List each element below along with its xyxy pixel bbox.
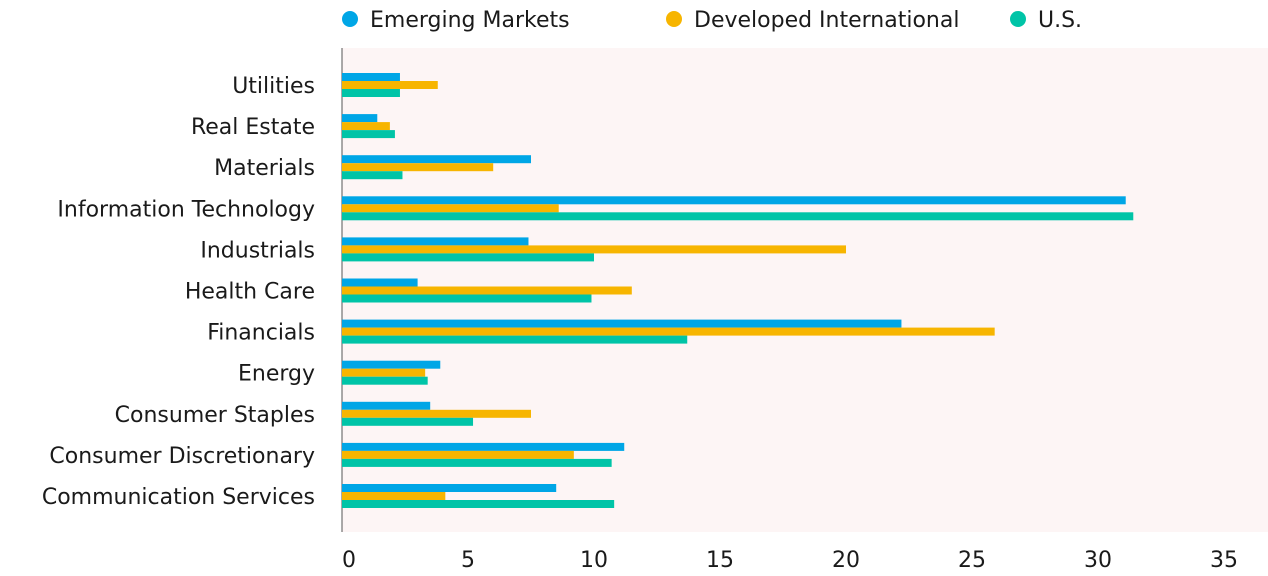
bar-u-s- bbox=[342, 376, 428, 385]
x-tick-label: 35 bbox=[1210, 548, 1238, 573]
category-label: Health Care bbox=[185, 280, 315, 305]
x-tick-label: 20 bbox=[832, 548, 860, 573]
bar-u-s- bbox=[342, 253, 594, 262]
bar-emerging-markets bbox=[342, 278, 418, 287]
legend-marker bbox=[666, 11, 682, 27]
bar-u-s- bbox=[342, 294, 592, 303]
bar-emerging-markets bbox=[342, 196, 1126, 205]
bar-u-s- bbox=[342, 130, 395, 139]
category-label: Energy bbox=[238, 362, 315, 387]
bar-u-s- bbox=[342, 89, 400, 97]
x-tick-label: 0 bbox=[342, 548, 356, 573]
x-tick-label: 10 bbox=[580, 548, 608, 573]
bar-developed-international bbox=[342, 204, 559, 213]
bar-u-s- bbox=[342, 212, 1134, 221]
bar-emerging-markets bbox=[342, 401, 431, 410]
category-label: Information Technology bbox=[57, 197, 315, 222]
category-label: Utilities bbox=[232, 74, 315, 99]
x-tick-label: 5 bbox=[461, 548, 475, 573]
category-label: Communication Services bbox=[42, 485, 315, 510]
bar-emerging-markets bbox=[342, 73, 400, 81]
category-label: Financials bbox=[207, 321, 315, 346]
category-label: Materials bbox=[214, 156, 315, 181]
bar-developed-international bbox=[342, 327, 995, 336]
legend-marker bbox=[342, 11, 358, 27]
category-label: Consumer Discretionary bbox=[49, 444, 315, 469]
bar-emerging-markets bbox=[342, 237, 529, 246]
bar-u-s- bbox=[342, 458, 612, 467]
bar-emerging-markets bbox=[342, 442, 625, 451]
bar-u-s- bbox=[342, 335, 688, 344]
legend-label: Developed International bbox=[694, 8, 959, 33]
bar-emerging-markets bbox=[342, 360, 441, 369]
x-tick-label: 15 bbox=[706, 548, 734, 573]
legend-label: U.S. bbox=[1038, 8, 1082, 33]
category-label: Real Estate bbox=[191, 115, 315, 140]
bar-developed-international bbox=[342, 81, 438, 89]
bar-developed-international bbox=[342, 163, 494, 172]
category-label: Industrials bbox=[200, 238, 315, 263]
category-label: Consumer Staples bbox=[115, 403, 315, 428]
bar-u-s- bbox=[342, 500, 615, 508]
bar-developed-international bbox=[342, 368, 426, 377]
bar-emerging-markets bbox=[342, 319, 902, 328]
x-tick-label: 30 bbox=[1084, 548, 1112, 573]
bar-developed-international bbox=[342, 492, 446, 500]
bar-developed-international bbox=[342, 409, 531, 418]
bar-emerging-markets bbox=[342, 155, 531, 164]
legend-marker bbox=[1010, 11, 1026, 27]
legend-label: Emerging Markets bbox=[370, 8, 570, 33]
bar-developed-international bbox=[342, 450, 574, 459]
x-tick-label: 25 bbox=[958, 548, 986, 573]
bar-u-s- bbox=[342, 171, 403, 180]
bar-developed-international bbox=[342, 286, 632, 295]
bar-developed-international bbox=[342, 122, 390, 131]
bar-developed-international bbox=[342, 245, 846, 254]
bar-emerging-markets bbox=[342, 484, 557, 492]
bar-emerging-markets bbox=[342, 114, 378, 123]
bar-u-s- bbox=[342, 417, 474, 426]
